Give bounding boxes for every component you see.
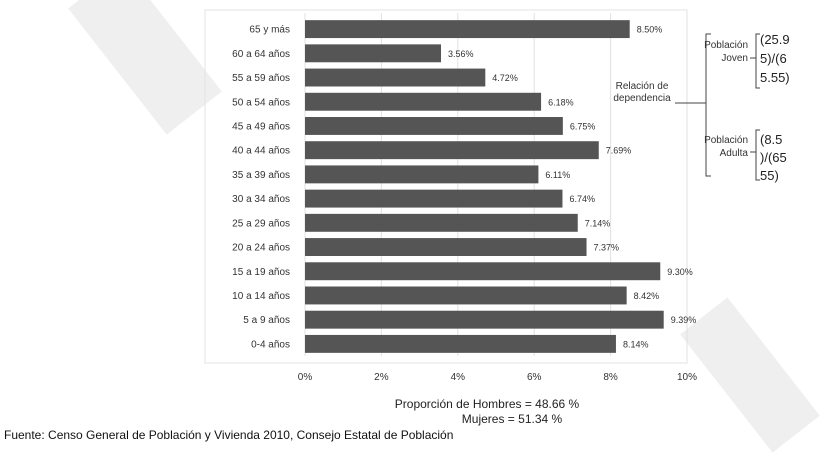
joven-formula-line-2: 5)/(6: [760, 51, 787, 66]
value-label: 8.50%: [637, 25, 663, 35]
plot-frame: [204, 9, 688, 364]
category-label: 55 a 59 años: [232, 73, 290, 84]
value-label: 6.75%: [570, 121, 596, 131]
value-label: 4.72%: [492, 73, 518, 83]
value-label: 8.14%: [623, 339, 649, 349]
x-tick-label: 2%: [374, 372, 389, 383]
category-label: 50 a 54 años: [232, 97, 290, 108]
adulta-label-line-2: Adulta: [720, 148, 749, 159]
dependency-annotation: Relación de dependencia Población Joven …: [613, 32, 789, 183]
dependencia-line-2: dependencia: [613, 93, 671, 104]
category-label: 5 a 9 años: [243, 315, 290, 326]
joven-formula-line-3: 5.55): [760, 70, 790, 85]
value-label: 6.18%: [548, 97, 574, 107]
x-tick-label: 0%: [298, 372, 313, 383]
joven-bracket: [750, 33, 760, 89]
adulta-label-line-1: Población: [704, 135, 748, 146]
x-tick-label: 10%: [677, 372, 697, 383]
bar: [305, 20, 630, 39]
joven-label-line-2: Joven: [721, 53, 748, 64]
proporcion-hombres: Proporción de Hombres = 48.66 %: [395, 397, 580, 411]
joven-label-line-1: Población: [704, 40, 748, 51]
bar: [305, 68, 486, 87]
value-label: 7.14%: [585, 218, 611, 228]
value-label: 7.69%: [606, 146, 632, 156]
category-label: 25 a 29 años: [232, 218, 290, 229]
category-label: 60 a 64 años: [232, 49, 290, 60]
category-label: 30 a 34 años: [232, 194, 290, 205]
bar: [305, 213, 578, 232]
adulta-bracket: [750, 129, 760, 181]
category-label: 0-4 años: [251, 339, 290, 350]
bar: [305, 310, 664, 329]
outer-bracket: [705, 33, 711, 177]
bar: [305, 44, 441, 63]
value-label: 3.56%: [448, 49, 474, 59]
source-note: Fuente: Censo General de Población y Viv…: [4, 428, 454, 442]
bar: [305, 165, 539, 184]
bar: [305, 117, 563, 135]
proporcion-mujeres: Mujeres = 51.34 %: [462, 412, 563, 426]
category-label: 65 y más: [249, 25, 290, 36]
grid-layer: [204, 9, 688, 364]
category-label: 20 a 24 años: [232, 243, 290, 254]
adulta-formula-line-1: (8.5: [760, 132, 782, 147]
value-labels: 8.50% 3.56% 4.72% 6.18% 6.75% 7.69% 6.11% 6.74%…: [448, 25, 696, 350]
x-tick-label: 6%: [527, 372, 542, 383]
category-label: 40 a 44 años: [232, 146, 290, 157]
category-label: 45 a 49 años: [232, 121, 290, 132]
value-label: 7.37%: [594, 243, 620, 253]
dependencia-line-1: Relación de: [616, 81, 669, 92]
category-label: 15 a 19 años: [232, 267, 290, 278]
bar: [305, 92, 542, 111]
value-label: 8.42%: [634, 291, 660, 301]
bar: [305, 334, 616, 353]
value-label: 6.74%: [569, 194, 595, 204]
bar: [305, 238, 587, 256]
joven-formula-line-1: (25.9: [760, 32, 790, 47]
value-label: 6.11%: [545, 170, 570, 180]
category-label: 35 a 39 años: [232, 170, 290, 181]
value-label: 9.39%: [671, 315, 697, 325]
value-label: 9.30%: [667, 267, 693, 277]
bar: [305, 189, 563, 208]
x-tick-label: 4%: [451, 372, 466, 383]
bar: [305, 286, 627, 305]
bar: [305, 141, 599, 160]
x-tick-label: 8%: [603, 372, 618, 383]
bar: [305, 262, 661, 281]
adulta-formula-line-3: 55): [760, 168, 779, 183]
category-labels: 65 y más 60 a 64 años 55 a 59 años 50 a 54 …: [232, 25, 290, 351]
x-axis-ticks: 0% 2% 4% 6% 8% 10%: [298, 372, 697, 383]
category-label: 10 a 14 años: [232, 291, 290, 302]
adulta-formula-line-2: )/(65: [760, 150, 787, 165]
bar-layer: [305, 20, 664, 353]
